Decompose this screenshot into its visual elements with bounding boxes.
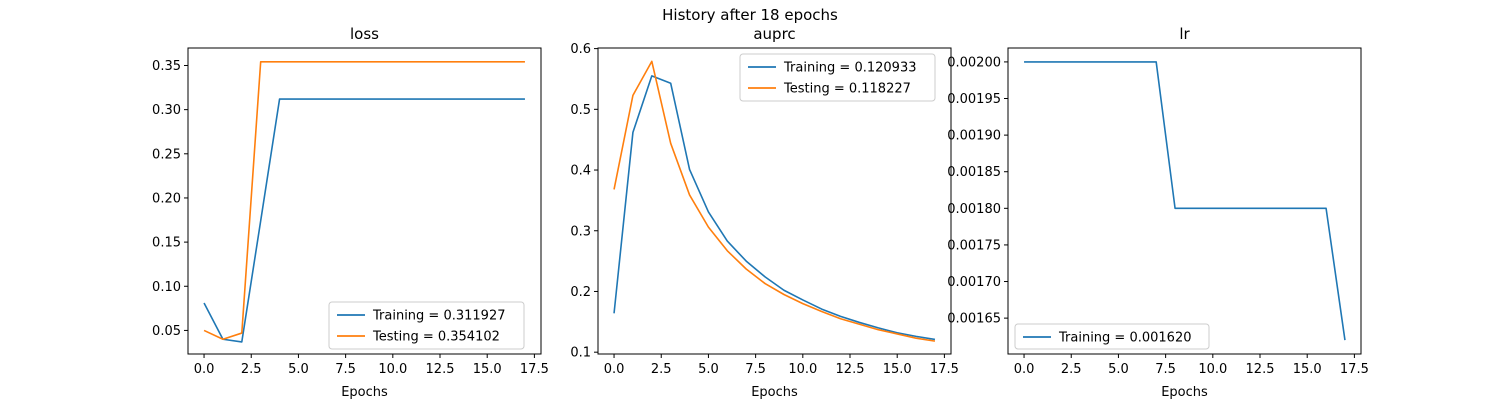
y-tick-label: 0.20 (152, 191, 181, 206)
series-line-testing (203, 61, 525, 341)
subplots: loss Epochs 0.0 2.5 5.0 7.5 10.0 12.5 15.0 17.5 0.… (152, 25, 1369, 400)
axes-title: loss (350, 25, 379, 43)
x-axis-label: Epochs (751, 385, 798, 400)
y-tick-label: 0.15 (152, 236, 181, 251)
x-tick-label: 12.5 (836, 362, 865, 377)
y-tick-label: 0.00195 (947, 92, 1001, 107)
x-tick-label: 0.0 (194, 362, 215, 377)
x-tick-label: 15.0 (1293, 362, 1322, 377)
x-tick-label: 7.5 (745, 362, 766, 377)
y-tick-label: 0.30 (152, 103, 181, 118)
x-tick-label: 17.5 (520, 362, 549, 377)
series-line-training (1024, 61, 1346, 341)
x-axis-label: Epochs (341, 385, 388, 400)
axes-title: lr (1179, 25, 1190, 43)
y-tick-label: 0.1 (570, 346, 591, 361)
legend-entry: Testing = 0.118227 (783, 82, 911, 97)
x-tick-label: 10.0 (1198, 362, 1227, 377)
y-tick-label: 0.5 (570, 103, 591, 118)
subplot-lr: lr Epochs 0.0 2.5 5.0 7.5 10.0 12.5 15.0 17.5 0.00… (947, 25, 1369, 400)
x-tick-label: 15.0 (883, 362, 912, 377)
legend-frame (328, 301, 525, 350)
x-tick-label: 7.5 (1155, 362, 1176, 377)
x-tick-label: 0.0 (1014, 362, 1035, 377)
y-tick-label: 0.3 (570, 224, 591, 239)
legend-entry: Training = 0.311927 (372, 309, 505, 324)
y-tick-label: 0.25 (152, 147, 181, 162)
x-tick-label: 10.0 (788, 362, 817, 377)
y-tick-label: 0.10 (152, 280, 181, 295)
y-tick-label: 0.00170 (947, 275, 1001, 290)
legend-entry: Training = 0.120933 (783, 61, 916, 76)
legend: Training = 0.001620 (1014, 323, 1210, 350)
y-tick-label: 0.00165 (947, 312, 1001, 327)
series-line-testing (613, 60, 936, 342)
axes-title: auprc (753, 25, 795, 43)
x-tick-label: 12.5 (426, 362, 455, 377)
plot-area-frame (1007, 47, 1362, 355)
y-tick-label: 0.4 (570, 164, 591, 179)
subplot-auprc: auprc Epochs 0.0 2.5 5.0 7.5 10.0 12.5 15.0 17.5 0… (570, 25, 959, 400)
plot-area-frame (187, 47, 542, 355)
legend-frame (1014, 323, 1210, 350)
legend: Training = 0.120933 Testing = 0.118227 (739, 53, 936, 102)
y-tick-label: 0.6 (570, 42, 591, 57)
x-tick-label: 5.0 (288, 362, 309, 377)
figure-suptitle: History after 18 epochs (662, 6, 838, 24)
y-tick-label: 0.2 (570, 285, 591, 300)
series-line-training (203, 98, 525, 343)
x-tick-label: 5.0 (1108, 362, 1129, 377)
legend-entry: Testing = 0.354102 (372, 330, 500, 345)
y-tick-label: 0.05 (152, 324, 181, 339)
legend: Training = 0.311927 Testing = 0.354102 (328, 301, 525, 350)
subplot-loss: loss Epochs 0.0 2.5 5.0 7.5 10.0 12.5 15.0 17.5 0.… (152, 25, 549, 400)
x-tick-label: 2.5 (1061, 362, 1082, 377)
x-tick-label: 2.5 (241, 362, 262, 377)
x-tick-label: 17.5 (1340, 362, 1369, 377)
y-tick-label: 0.00190 (947, 129, 1001, 144)
x-tick-label: 0.0 (604, 362, 625, 377)
x-tick-label: 10.0 (378, 362, 407, 377)
x-tick-label: 17.5 (930, 362, 959, 377)
legend-frame (739, 53, 936, 102)
y-tick-label: 0.00185 (947, 165, 1001, 180)
legend-entry: Training = 0.001620 (1058, 331, 1191, 346)
y-tick-label: 0.00175 (947, 238, 1001, 253)
series-line-training (613, 75, 936, 341)
x-tick-label: 2.5 (651, 362, 672, 377)
x-axis-label: Epochs (1161, 385, 1208, 400)
y-tick-label: 0.35 (152, 59, 181, 74)
x-tick-label: 12.5 (1246, 362, 1275, 377)
x-tick-label: 5.0 (698, 362, 719, 377)
y-tick-label: 0.00180 (947, 202, 1001, 217)
x-tick-label: 15.0 (473, 362, 502, 377)
y-tick-label: 0.00200 (947, 55, 1001, 70)
x-tick-label: 7.5 (335, 362, 356, 377)
plot-area-frame (597, 47, 952, 355)
